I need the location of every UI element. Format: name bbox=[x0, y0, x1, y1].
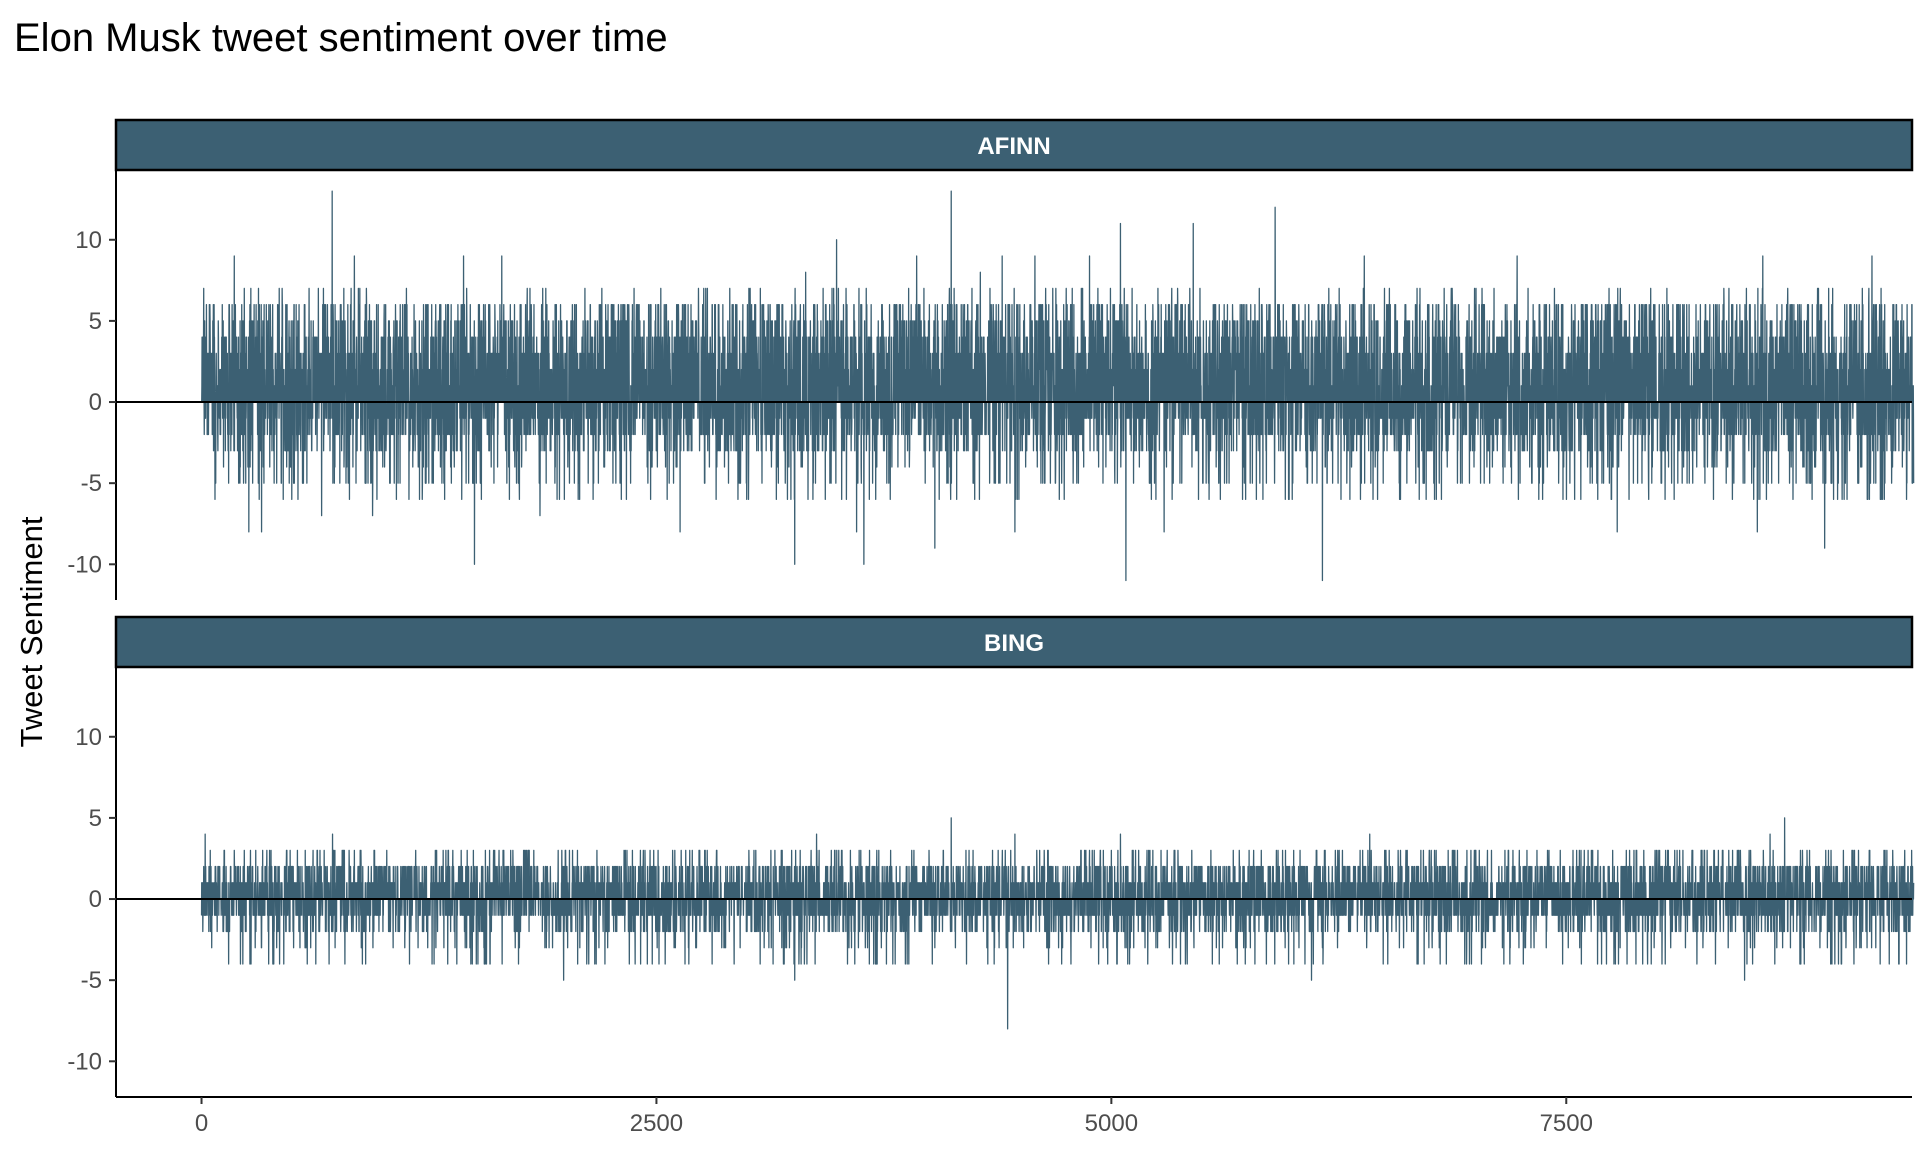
y-tick-label: 10 bbox=[75, 227, 102, 254]
x-tick-label: 7500 bbox=[1540, 1110, 1593, 1137]
facet-panels: AFINN 10 5 0 -5 -10 BING 10 5 0 -5 -10 bbox=[67, 118, 1915, 1097]
y-axis-title: Tweet Sentiment bbox=[14, 516, 49, 747]
y-tick-label: 5 bbox=[89, 805, 102, 832]
y-tick-label: 5 bbox=[89, 308, 102, 335]
sentiment-series-line bbox=[200, 817, 1915, 1030]
facet-strip bbox=[114, 615, 1914, 669]
y-tick-label: 0 bbox=[89, 886, 102, 913]
facet-panel-bing: BING 10 5 0 -5 -10 bbox=[67, 615, 1915, 1097]
y-tick-label: -10 bbox=[67, 551, 102, 578]
x-tick-label: 5000 bbox=[1085, 1110, 1138, 1137]
y-tick-label: 10 bbox=[75, 724, 102, 751]
facet-panel-afinn: AFINN 10 5 0 -5 -10 bbox=[67, 118, 1915, 600]
x-axis: 0 2500 5000 7500 bbox=[116, 1096, 1912, 1137]
y-tick-label: -5 bbox=[81, 967, 102, 994]
y-tick-label: -10 bbox=[67, 1048, 102, 1075]
y-tick-label: -5 bbox=[81, 470, 102, 497]
facet-strip bbox=[114, 118, 1914, 172]
facet-strip-label: BING bbox=[984, 630, 1044, 657]
x-tick-label: 2500 bbox=[630, 1110, 683, 1137]
facet-strip-label: AFINN bbox=[977, 133, 1050, 160]
y-tick-label: 0 bbox=[89, 389, 102, 416]
sentiment-series-line bbox=[201, 190, 1915, 582]
x-tick-label: 0 bbox=[195, 1110, 208, 1137]
chart-title: Elon Musk tweet sentiment over time bbox=[14, 16, 668, 60]
